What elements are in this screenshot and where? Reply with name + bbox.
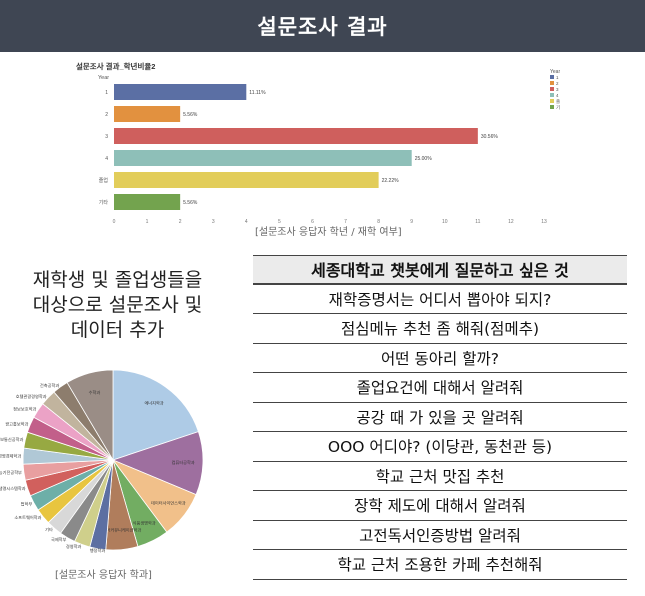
question-item: 학교 근처 맛집 추천 xyxy=(253,462,627,491)
bar-1 xyxy=(114,84,247,100)
legend-entry: 기타 xyxy=(556,104,560,111)
bar-data-label: 11.11% xyxy=(249,90,266,96)
x-tick-label: 11 xyxy=(475,219,480,223)
x-tick-label: 3 xyxy=(212,219,215,223)
question-item: 어떤 동아리 할까? xyxy=(253,344,627,373)
pie-slice-label: 정보보호학과 xyxy=(13,406,36,413)
pie-slice xyxy=(111,431,204,496)
bar-category-label: 1 xyxy=(105,90,108,96)
bar-data-label: 22.22% xyxy=(382,178,400,184)
question-table-header: 세종대학교 챗봇에게 질문하고 싶은 것 xyxy=(253,255,627,285)
pie-slice-label: 미디어커뮤니케이션학과 xyxy=(99,526,142,533)
legend-entry: 1 xyxy=(556,75,559,80)
bar-4 xyxy=(114,150,412,166)
bar-data-label: 5.56% xyxy=(183,200,198,206)
x-tick-label: 6 xyxy=(311,219,314,223)
pie-chart-caption: [설문조사 응답자 학과] xyxy=(55,570,152,581)
question-item: 고전독서인증방법 알려줘 xyxy=(253,521,627,550)
bar-5 xyxy=(114,172,379,188)
x-tick-label: 1 xyxy=(146,219,149,223)
bar-chart-title: 설문조사 결과_학년비율2 xyxy=(76,61,155,71)
pie-slice-label: 건축공학과 xyxy=(40,382,59,389)
pie-slice-label: 광고홍보학과 xyxy=(5,420,28,427)
bar-data-label: 25.00% xyxy=(415,156,433,162)
x-tick-label: 4 xyxy=(245,219,248,223)
pie-slice-label: 지능기전공학부 xyxy=(0,469,22,476)
survey-heading-line-1: 재학생 및 졸업생들을 xyxy=(32,269,203,291)
legend-swatch xyxy=(550,105,554,109)
legend-entry: 졸업 xyxy=(556,98,560,105)
x-tick-label: 2 xyxy=(179,219,182,223)
legend-entry: 2 xyxy=(556,81,559,86)
x-tick-label: 8 xyxy=(377,219,380,223)
legend-title: Year xyxy=(550,69,560,75)
legend-entry: 4 xyxy=(556,93,559,98)
bar-2 xyxy=(114,106,181,122)
x-tick-label: 5 xyxy=(278,219,281,223)
survey-heading-line-3: 데이터 추가 xyxy=(70,319,165,341)
pie-slice-label: 에너지학과 xyxy=(144,400,163,407)
survey-heading: 재학생 및 졸업생들을 대상으로 설문조사 및 데이터 추가 xyxy=(10,268,225,343)
legend-swatch xyxy=(550,81,554,85)
x-tick-label: 0 xyxy=(113,219,116,223)
pie-slice-label: 국제학부 xyxy=(51,536,67,543)
x-tick-label: 7 xyxy=(344,219,347,223)
survey-heading-line-2: 대상으로 설문조사 및 xyxy=(32,294,203,316)
pie-slice-label: 데이터사이언스학과 xyxy=(151,500,186,507)
bar-category-label: 4 xyxy=(105,156,108,162)
chatbot-question-table: 세종대학교 챗봇에게 질문하고 싶은 것 재학증명서는 어디서 뽑아야 되지? … xyxy=(253,255,627,580)
x-tick-label: 13 xyxy=(541,219,547,223)
bar-category-label: 3 xyxy=(105,134,108,140)
pie-slice-label: 소프트웨어학과 xyxy=(14,514,41,521)
question-item: 학교 근처 조용한 카페 추천해줘 xyxy=(253,550,627,580)
pie-slice-label: 기타 xyxy=(45,526,53,533)
bar-category-label: 2 xyxy=(105,112,108,118)
legend-swatch xyxy=(550,99,554,103)
legend-swatch xyxy=(550,75,554,79)
question-item: 졸업요건에 대해서 알려줘 xyxy=(253,373,627,403)
bar-category-label: 졸업 xyxy=(99,177,108,184)
bar-chart-caption: [설문조사 응답자 학년 / 재학 여부] xyxy=(255,227,402,238)
pie-slice-label: 식품생명학과 xyxy=(133,519,156,526)
page-header: 설문조사 결과 xyxy=(0,0,645,52)
question-item: 공강 때 가 있을 곳 알려줘 xyxy=(253,403,627,432)
pie-slice-label: 경영학과 xyxy=(66,543,82,550)
bar-category-label: 기타 xyxy=(99,199,109,206)
pie-slice-label: 경영경제학과 xyxy=(0,453,21,460)
pie-slice-label: 컴퓨터공학과 xyxy=(172,459,195,466)
question-item: 재학증명서는 어디서 뽑아야 되지? xyxy=(253,285,627,314)
pie-slice-label: 수학과 xyxy=(89,389,101,396)
page-title: 설문조사 결과 xyxy=(257,15,388,39)
department-pie-chart: 에너지학과컴퓨터공학과데이터사이언스학과식품생명학과미디어커뮤니케이션학과행정학… xyxy=(0,369,204,554)
question-item: 점심메뉴 추천 좀 해줘(점메추) xyxy=(253,314,627,344)
legend-swatch xyxy=(550,93,554,97)
pie-slice-label: 행정학과 xyxy=(90,547,106,554)
pie-slice xyxy=(66,369,114,462)
bar-data-label: 30.56% xyxy=(481,134,499,140)
legend-swatch xyxy=(550,87,554,91)
pie-slice-label: 법학부 xyxy=(21,500,33,507)
x-tick-label: 12 xyxy=(508,219,514,223)
question-item: 장학 제도에 대해서 알려줘 xyxy=(253,491,627,521)
pie-slice xyxy=(112,369,199,461)
question-item: OOO 어디야? (이당관, 동천관 등) xyxy=(253,432,627,462)
x-tick-label: 10 xyxy=(442,219,448,223)
bar-6 xyxy=(114,194,181,210)
bar-data-label: 5.56% xyxy=(183,112,198,118)
pie-slice-label: 생명시스템학과 xyxy=(0,485,26,492)
pie-slice-label: 호텔관광경영학과 xyxy=(16,393,47,400)
pie-slice-label: 전자정보통신공학과 xyxy=(0,436,23,443)
bar-3 xyxy=(114,128,478,144)
bar-chart-y-axis-label: Year xyxy=(98,75,109,81)
x-tick-label: 9 xyxy=(410,219,413,223)
legend-entry: 3 xyxy=(556,87,559,92)
